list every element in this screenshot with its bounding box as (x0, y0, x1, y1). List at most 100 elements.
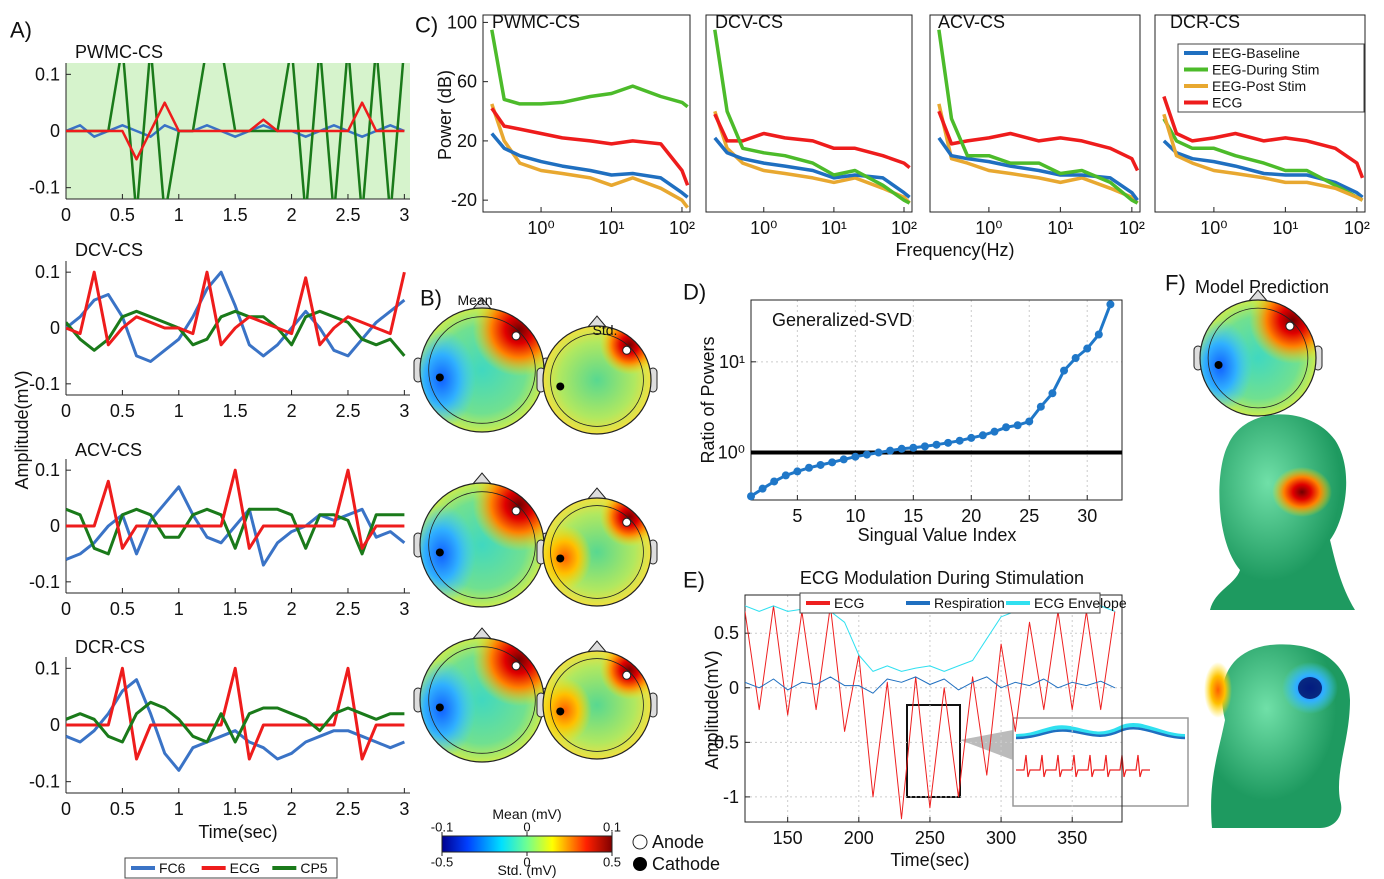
axes-box (482, 14, 691, 213)
y-tick-label: 100 (447, 12, 477, 32)
x-tick-label: 1 (174, 599, 184, 619)
y-tick-label: 0 (50, 121, 60, 141)
x-tick-label: 2 (287, 799, 297, 819)
series-line (937, 29, 1139, 205)
head-inner (428, 646, 536, 754)
y-tick-label: -20 (451, 190, 477, 210)
x-tick-label: 3 (399, 799, 409, 819)
y-tick-label: 0 (50, 516, 60, 536)
legend-label: EEG-Post Stim (1212, 78, 1306, 94)
cathode-label: Cathode (652, 854, 720, 874)
x-tick-label: 25 (1019, 506, 1039, 526)
head-model-top (1210, 414, 1355, 610)
point (1048, 389, 1057, 398)
cathode-key (633, 857, 647, 871)
colorbar-tick-label: -0.1 (431, 820, 453, 835)
point (828, 458, 837, 467)
chart-title: ECG Modulation During Stimulation (800, 568, 1084, 588)
x-tick-label: 15 (903, 506, 923, 526)
point (862, 450, 871, 459)
x-tick-label: 300 (986, 828, 1016, 848)
head-inner (550, 658, 644, 752)
topomap-blob (543, 678, 592, 743)
topomap-fill (543, 651, 651, 759)
y-tick-label: -0.1 (29, 374, 60, 394)
axes-box (705, 14, 913, 213)
topomap (1193, 289, 1323, 417)
topomap (413, 472, 551, 608)
legend-label: EEG-During Stim (1212, 62, 1319, 78)
y-tick-label: 0.1 (35, 460, 60, 480)
anode (511, 661, 521, 671)
series-line (66, 468, 405, 550)
y-tick-label: 60 (457, 72, 477, 92)
anode (1285, 321, 1295, 331)
column-title: Mean (457, 292, 492, 308)
series-line (490, 132, 689, 199)
x-tick-label: 2.5 (335, 401, 360, 421)
y-axis-label: Ratio of Powers (698, 336, 718, 463)
point (747, 492, 755, 501)
head-blob-core (1298, 677, 1322, 699)
cathode (435, 548, 444, 557)
x-tick-label: 10² (891, 218, 917, 238)
series-line (490, 107, 690, 186)
x-tick-label: 0 (61, 205, 71, 225)
column-title: Std. (593, 322, 618, 338)
legend-box (124, 857, 338, 879)
chart-title: DCV-CS (715, 12, 783, 32)
head-inner (1207, 307, 1309, 409)
head-shape (1210, 414, 1355, 610)
x-tick-label: 1 (174, 799, 184, 819)
x-tick-label: 0 (61, 799, 71, 819)
point (990, 427, 999, 436)
x-axis-label: Time(sec) (198, 822, 277, 842)
nose (471, 627, 493, 641)
topomap-blob (599, 498, 651, 547)
x-tick-label: 1.5 (223, 205, 248, 225)
anode (622, 670, 632, 680)
x-tick-label: 3 (399, 205, 409, 225)
x-axis-label: Time(sec) (890, 850, 969, 870)
point (1071, 354, 1080, 363)
series-line (66, 666, 405, 761)
head-blob (1204, 662, 1232, 718)
y-tick-label: -0.1 (29, 572, 60, 592)
y-axis-label: Amplitude(mV) (702, 650, 722, 769)
point (816, 460, 825, 469)
point (1036, 402, 1045, 411)
head-outline (542, 650, 652, 760)
colorbar-tick-label: 0.1 (603, 820, 621, 835)
x-tick-label: 200 (844, 828, 874, 848)
y-axis-label: Amplitude(mV) (12, 370, 32, 489)
y-tick-label: 0 (50, 715, 60, 735)
point (1106, 300, 1115, 309)
y-tick-label: -0.5 (708, 732, 739, 752)
x-tick-label: 10¹ (821, 218, 847, 238)
series-line (1162, 117, 1364, 202)
topomap-fill (543, 498, 651, 606)
y-tick-label: 10⁰ (718, 443, 745, 463)
chart-title: Generalized-SVD (772, 310, 912, 330)
panel-label: F) (1165, 271, 1186, 296)
x-tick-label: 0.5 (110, 799, 135, 819)
point (839, 455, 848, 464)
x-tick-label: 0 (61, 401, 71, 421)
head-inner (428, 491, 536, 599)
x-tick-label: 1.5 (223, 599, 248, 619)
nose (586, 640, 608, 654)
nose (1247, 289, 1269, 303)
panel-label: C) (415, 13, 438, 38)
chart-title: ACV-CS (75, 440, 142, 460)
x-tick-label: 250 (915, 828, 945, 848)
series-line (745, 605, 1116, 820)
colorbar-tick-label: 0 (523, 855, 530, 870)
topomap (413, 627, 551, 763)
colorbar-tick-label: -0.5 (431, 855, 453, 870)
point (1025, 417, 1034, 426)
nose (471, 472, 493, 486)
series-line (751, 303, 1112, 498)
legend-box (799, 592, 1101, 614)
colorbar-tick-label: 0.5 (603, 855, 621, 870)
x-tick-label: 10⁰ (1200, 218, 1227, 238)
